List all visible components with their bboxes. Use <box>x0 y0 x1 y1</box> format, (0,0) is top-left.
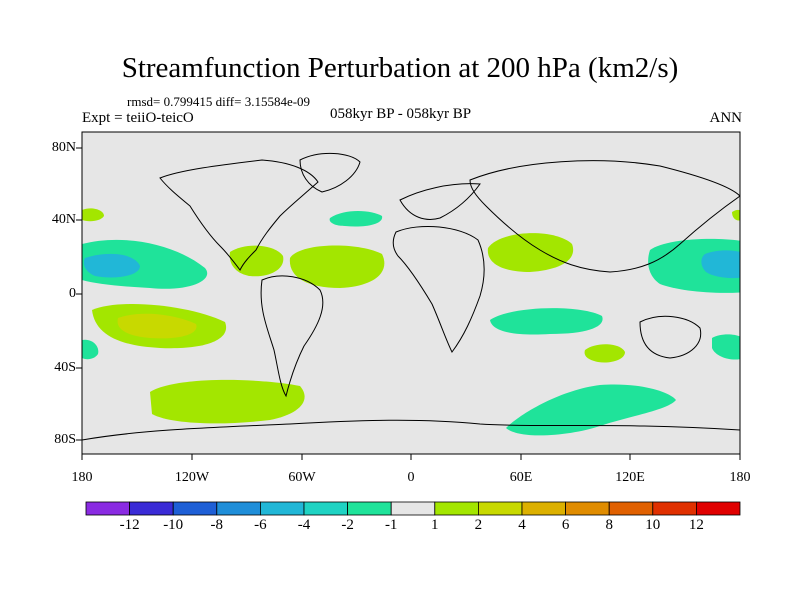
axis-ticks <box>76 147 741 460</box>
colorbar-label: 1 <box>431 517 439 533</box>
colorbar-label: -8 <box>210 517 224 533</box>
coastline-africa <box>392 225 485 353</box>
colorbar-swatch <box>652 501 697 516</box>
stats-text: rmsd= 0.799415 diff= 3.15584e-09 <box>127 94 311 109</box>
colorbar-swatch <box>521 501 566 516</box>
colorbar-label: -4 <box>297 517 311 533</box>
contour-west-edge-south <box>82 339 99 360</box>
contour-fills <box>82 208 740 436</box>
coastline-australia <box>639 315 702 359</box>
colorbar <box>85 501 741 516</box>
contour-ne-pacific-inner <box>83 253 140 278</box>
colorbar-label: 6 <box>561 517 570 533</box>
lon-label-180e: 180 <box>729 470 751 485</box>
lon-label-60w: 60W <box>288 470 316 485</box>
plot-title: Streamfunction Perturbation at 200 hPa (… <box>121 52 679 84</box>
colorbar-swatch <box>129 501 174 516</box>
colorbar-swatch <box>216 501 261 516</box>
colorbar-swatch <box>477 501 523 516</box>
colorbar-label: -1 <box>384 517 398 533</box>
contour-southern-ocean <box>506 384 676 436</box>
contour-north-atlantic <box>329 211 383 227</box>
contour-southern-pacific <box>150 379 305 424</box>
coastline-south-america <box>260 275 324 398</box>
colorbar-swatch <box>696 501 741 516</box>
colorbar-swatch <box>172 501 218 516</box>
lon-label-0: 0 <box>407 470 415 485</box>
colorbar-label: -2 <box>341 517 354 533</box>
colorbar-label: -6 <box>254 517 267 533</box>
contour-tropical-atlantic <box>289 245 385 288</box>
contour-central-america <box>229 245 284 277</box>
colorbar-swatch <box>390 501 436 516</box>
contour-se-indian <box>584 344 625 363</box>
experiment-label: Expt = teiiO-teicO <box>82 110 194 126</box>
colorbar-label: -10 <box>163 517 184 533</box>
colorbar-label: 12 <box>688 517 704 533</box>
period-label: 058kyr BP - 058kyr BP <box>330 106 472 122</box>
contour-arabia <box>487 233 574 272</box>
lon-label-120w: 120W <box>174 470 210 485</box>
colorbar-swatch <box>565 501 610 516</box>
coastlines <box>82 152 740 441</box>
coastline-antarctica <box>82 419 740 441</box>
colorbar-label: 2 <box>474 517 483 533</box>
season-label: ANN <box>709 110 743 126</box>
contour-west-pacific-inner <box>701 250 740 279</box>
colorbar-swatch <box>259 501 305 516</box>
contour-se-pacific-inner <box>117 313 197 339</box>
contour-west-edge-north <box>82 208 104 222</box>
colorbar-label: 4 <box>518 517 526 533</box>
lon-label-120e: 120E <box>615 470 645 485</box>
colorbar-swatch <box>347 501 392 516</box>
colorbar-swatch <box>303 501 348 516</box>
coastline-asia <box>469 160 740 273</box>
contour-east-edge-north <box>732 209 740 221</box>
colorbar-label: -12 <box>119 517 140 533</box>
colorbar-swatch <box>608 501 654 516</box>
coastline-north-america <box>159 159 319 271</box>
colorbar-label: 10 <box>645 517 661 533</box>
lat-label-80n: 80N <box>51 140 76 155</box>
lon-label-60e: 60E <box>509 470 533 485</box>
lat-label-40s: 40S <box>54 360 76 375</box>
colorbar-label: 8 <box>605 517 613 533</box>
coastline-greenland <box>299 152 361 193</box>
contour-east-edge-south <box>712 334 740 360</box>
lat-label-80s: 80S <box>54 432 76 447</box>
colorbar-swatch <box>85 501 130 516</box>
coastline-europe <box>399 183 481 220</box>
lat-label-0: 0 <box>69 286 76 301</box>
lat-label-40n: 40N <box>51 212 76 227</box>
lon-label-180w: 180 <box>71 470 93 485</box>
contour-indian-ocean <box>490 308 603 335</box>
colorbar-swatch <box>434 501 479 516</box>
